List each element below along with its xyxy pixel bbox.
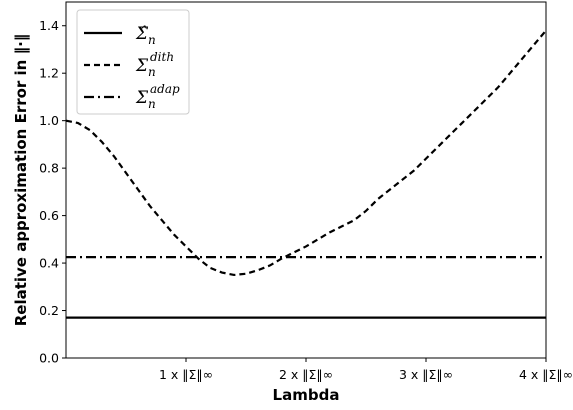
legend-label-1: Σn: [135, 56, 156, 79]
x-axis: 1 x ‖Σ‖∞ 2 x ‖Σ‖∞ 3 x ‖Σ‖∞ 4 x ‖Σ‖∞: [159, 358, 573, 382]
legend-superscript-1: dith: [150, 50, 174, 64]
y-tick-label: 0.0: [39, 351, 59, 366]
y-tick-label: 0.2: [39, 303, 59, 318]
y-tick-label: 1.4: [39, 18, 59, 33]
x-axis-label: Lambda: [273, 386, 340, 404]
series-line-1: [65, 29, 547, 277]
legend-box: [76, 9, 190, 115]
x-tick-label: 3 x ‖Σ‖∞: [399, 367, 453, 382]
legend-label-0: Σ̂n: [135, 24, 156, 47]
y-tick-label: 0.4: [39, 256, 59, 271]
x-tick-label: 4 x ‖Σ‖∞: [519, 367, 573, 382]
series-layer: [65, 29, 547, 319]
y-tick-label: 1.0: [39, 113, 59, 128]
legend-superscript-2: adap: [150, 82, 180, 96]
y-tick-label: 1.2: [39, 66, 59, 81]
x-tick-label: 2 x ‖Σ‖∞: [279, 367, 333, 382]
legend-label-2: Σn: [135, 88, 156, 111]
y-tick-label: 0.8: [39, 161, 59, 176]
y-tick-label: 0.6: [39, 208, 59, 223]
y-axis: 0.0 0.2 0.4 0.6 0.8 1.0 1.2 1.4: [39, 18, 66, 366]
y-axis-label: Relative approximation Error in ‖·‖: [12, 34, 31, 327]
x-tick-label: 1 x ‖Σ‖∞: [159, 367, 213, 382]
